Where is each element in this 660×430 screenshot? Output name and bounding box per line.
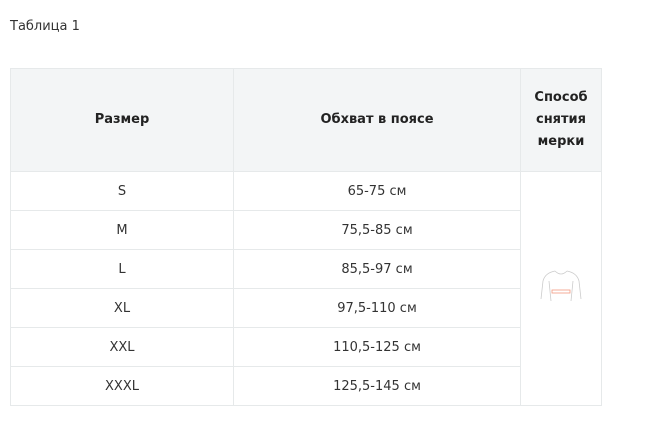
waist-cell: 97,5-110 см (233, 288, 521, 328)
size-cell: L (10, 249, 234, 289)
table-row: S 65-75 см (10, 171, 602, 406)
waist-cell: 85,5-97 см (233, 249, 521, 289)
size-cell: XXL (10, 327, 234, 367)
table-row: XXL 110,5-125 см (10, 327, 602, 367)
table-row: XXXL 125,5-145 см (10, 366, 602, 406)
size-cell: S (10, 171, 234, 211)
header-method: Способ снятия мерки (520, 68, 602, 172)
size-cell: M (10, 210, 234, 250)
header-waist: Обхват в поясе (233, 68, 521, 172)
measurement-cell (520, 171, 602, 406)
table-row: M 75,5-85 см (10, 210, 602, 250)
size-cell: XXXL (10, 366, 234, 406)
header-size: Размер (10, 68, 234, 172)
waist-cell: 125,5-145 см (233, 366, 521, 406)
waist-cell: 75,5-85 см (233, 210, 521, 250)
table-row: XL 97,5-110 см (10, 288, 602, 328)
size-table: Размер Обхват в поясе Способ снятия мерк… (10, 68, 602, 406)
size-cell: XL (10, 288, 234, 328)
waist-cell: 110,5-125 см (233, 327, 521, 367)
waist-cell: 65-75 см (233, 171, 521, 211)
table-caption: Таблица 1 (10, 19, 80, 34)
table-row: L 85,5-97 см (10, 249, 602, 289)
waist-measurement-figure-icon (540, 270, 582, 301)
